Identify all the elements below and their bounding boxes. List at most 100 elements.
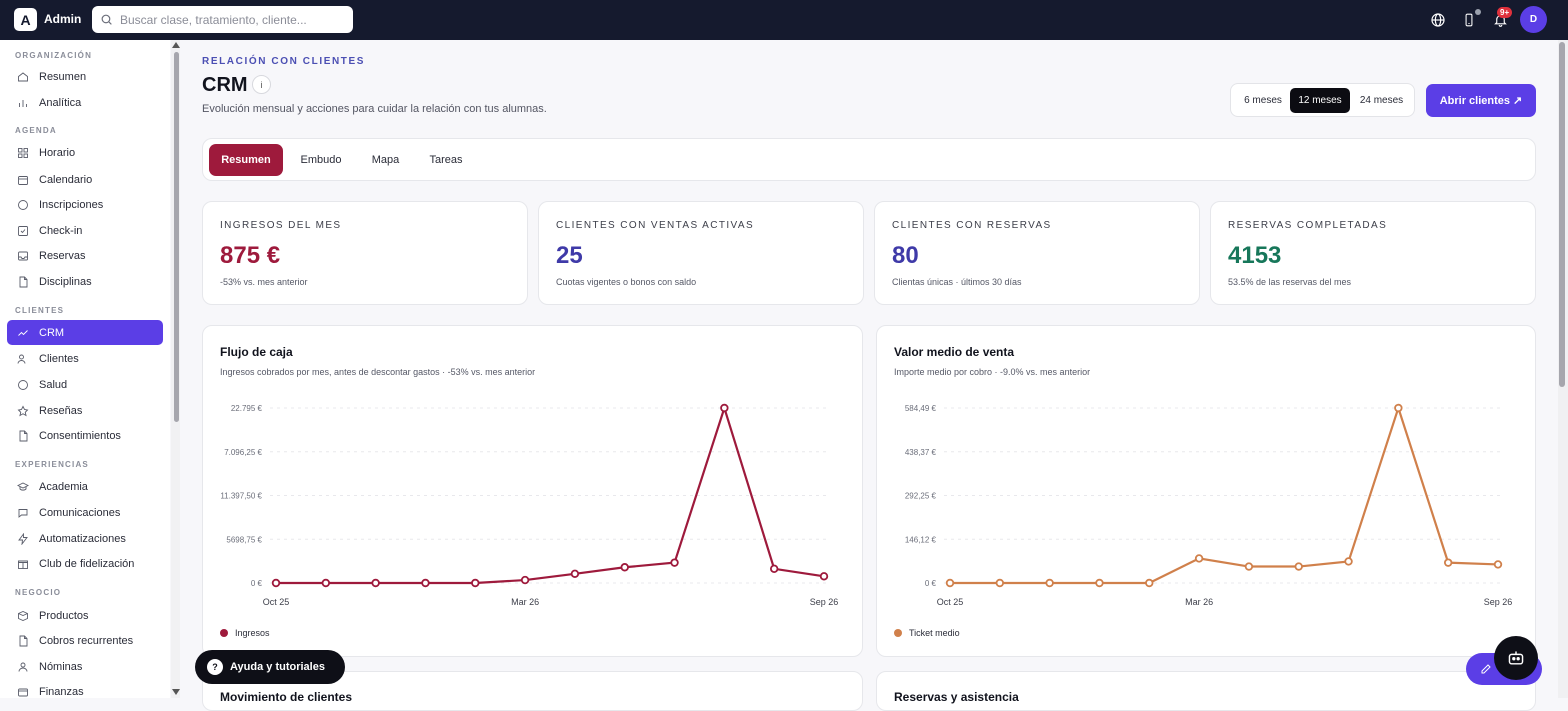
sidebar-item-cobros-recurrentes[interactable]: Cobros recurrentes bbox=[7, 628, 163, 653]
sidebar-item-productos[interactable]: Productos bbox=[7, 603, 163, 628]
kpi-note: Cuotas vigentes o bonos con saldo bbox=[556, 277, 697, 287]
data-point[interactable] bbox=[1443, 558, 1453, 567]
sidebar-item-label: Clientes bbox=[39, 352, 79, 365]
chart-title: Flujo de caja bbox=[220, 345, 293, 359]
data-point[interactable] bbox=[1194, 554, 1204, 563]
range-24-months[interactable]: 24 meses bbox=[1359, 95, 1404, 106]
help-button[interactable]: ? Ayuda y tutoriales bbox=[195, 650, 345, 684]
data-point[interactable] bbox=[471, 578, 480, 588]
sidebar-item-comunicaciones[interactable]: Comunicaciones bbox=[7, 500, 163, 525]
bar-chart-icon bbox=[19, 99, 27, 107]
sidebar-item-reservas[interactable]: Reservas bbox=[7, 243, 163, 268]
sidebar-item-calendario[interactable]: Calendario bbox=[7, 167, 163, 192]
data-point[interactable] bbox=[271, 578, 281, 588]
search-box[interactable] bbox=[92, 6, 353, 33]
x-tick-label: Sep 26 bbox=[1484, 597, 1513, 607]
gift-icon bbox=[18, 560, 28, 569]
scroll-up-icon[interactable] bbox=[172, 42, 180, 48]
kpi-value: 25 bbox=[556, 242, 583, 269]
data-point[interactable] bbox=[1294, 562, 1303, 571]
sidebar: ORGANIZACIÓN Resumen Analítica AGENDA Horari… bbox=[0, 40, 170, 698]
sidebar-item-horario[interactable]: Horario bbox=[7, 140, 163, 165]
sidebar-item-consentimientos[interactable]: Consentimientos bbox=[7, 423, 163, 448]
calendar-icon bbox=[18, 175, 28, 185]
sidebar-item-inscripciones[interactable]: Inscripciones bbox=[7, 192, 163, 217]
sidebar-section-label: EXPERIENCIAS bbox=[15, 460, 89, 469]
globe-icon[interactable] bbox=[1429, 11, 1447, 29]
sidebar-item-label: Resumen bbox=[39, 70, 87, 83]
sidebar-item-resumen[interactable]: Resumen bbox=[7, 64, 163, 89]
data-point[interactable] bbox=[1493, 560, 1503, 569]
app-logo[interactable]: A bbox=[14, 8, 37, 31]
data-point[interactable] bbox=[321, 578, 331, 588]
kpi-card-ventas-activas: CLIENTES CON VENTAS ACTIVAS 25 Cuotas vi… bbox=[538, 201, 864, 305]
data-point[interactable] bbox=[769, 564, 779, 573]
data-point[interactable] bbox=[670, 558, 679, 567]
sidebar-item-disciplinas[interactable]: Disciplinas bbox=[7, 269, 163, 294]
avatar[interactable]: D bbox=[1520, 6, 1547, 33]
grid-icon bbox=[18, 147, 28, 158]
sidebar-item-label: Academia bbox=[39, 480, 88, 493]
data-point[interactable] bbox=[1145, 578, 1154, 588]
sidebar-item-label: Check-in bbox=[39, 224, 83, 237]
range-12-months[interactable]: 12 meses bbox=[1290, 88, 1350, 113]
sidebar-item-salud[interactable]: Salud bbox=[7, 372, 163, 397]
data-point[interactable] bbox=[819, 572, 829, 581]
sidebar-item-club-de-fidelización[interactable]: Club de fidelización bbox=[7, 551, 163, 576]
data-point[interactable] bbox=[1045, 578, 1054, 588]
data-point[interactable] bbox=[371, 578, 380, 588]
data-point[interactable] bbox=[570, 569, 580, 578]
open-clients-button[interactable]: Abrir clientes ↗ bbox=[1426, 84, 1536, 117]
file-icon bbox=[19, 635, 28, 646]
data-point[interactable] bbox=[1095, 578, 1104, 588]
sidebar-item-label: Finanzas bbox=[39, 685, 84, 698]
page-scroll-thumb[interactable] bbox=[1559, 42, 1565, 387]
range-selector: 6 meses 12 meses 24 meses bbox=[1230, 83, 1415, 117]
sidebar-item-crm[interactable]: CRM bbox=[7, 320, 163, 345]
edit-icon bbox=[1481, 664, 1491, 674]
sidebar-item-clientes[interactable]: Clientes bbox=[7, 346, 163, 371]
sidebar-item-analítica[interactable]: Analítica bbox=[7, 90, 163, 115]
sidebar-item-label: Disciplinas bbox=[39, 275, 92, 288]
tab-tareas[interactable]: Tareas bbox=[429, 154, 463, 166]
sidebar-item-label: Salud bbox=[39, 378, 68, 391]
assistant-bot-button[interactable] bbox=[1494, 636, 1538, 680]
wallet-icon bbox=[18, 688, 28, 696]
data-point[interactable] bbox=[995, 578, 1005, 588]
help-label: Ayuda y tutoriales bbox=[230, 661, 325, 673]
data-point[interactable] bbox=[1344, 557, 1353, 566]
kpi-label: CLIENTES CON VENTAS ACTIVAS bbox=[556, 220, 755, 231]
sidebar-section-label: AGENDA bbox=[15, 126, 57, 135]
file-icon bbox=[19, 430, 28, 441]
sidebar-scroll-thumb[interactable] bbox=[174, 52, 179, 422]
data-point[interactable] bbox=[1244, 562, 1254, 571]
phone-icon[interactable] bbox=[1460, 11, 1478, 29]
search-input[interactable] bbox=[120, 12, 340, 27]
data-point[interactable] bbox=[720, 403, 729, 413]
tab-mapa[interactable]: Mapa bbox=[371, 154, 400, 166]
sidebar-item-automatizaciones[interactable]: Automatizaciones bbox=[7, 526, 163, 551]
data-point[interactable] bbox=[620, 563, 629, 572]
scroll-down-icon[interactable] bbox=[172, 689, 180, 695]
sidebar-item-reseñas[interactable]: Reseñas bbox=[7, 398, 163, 423]
sidebar-item-check-in[interactable]: Check-in bbox=[7, 218, 163, 243]
info-button[interactable]: i bbox=[252, 75, 271, 94]
data-point[interactable] bbox=[421, 578, 430, 588]
tab-resumen[interactable]: Resumen bbox=[209, 144, 283, 176]
sidebar-item-nóminas[interactable]: Nóminas bbox=[7, 654, 163, 679]
sidebar-item-label: Club de fidelización bbox=[39, 557, 135, 570]
series-line bbox=[276, 404, 825, 585]
sidebar-item-label: CRM bbox=[39, 326, 65, 339]
x-tick-label: Sep 26 bbox=[810, 597, 839, 607]
data-point[interactable] bbox=[520, 575, 530, 585]
kpi-value: 4153 bbox=[1228, 242, 1282, 269]
data-point[interactable] bbox=[1394, 403, 1403, 413]
sidebar-item-finanzas[interactable]: Finanzas bbox=[7, 679, 163, 698]
range-6-months[interactable]: 6 meses bbox=[1244, 95, 1282, 106]
card-title: Reservas y asistencia bbox=[894, 690, 1019, 704]
sidebar-item-academia[interactable]: Academia bbox=[7, 474, 163, 499]
tab-embudo[interactable]: Embudo bbox=[300, 154, 342, 166]
sidebar-item-label: Consentimientos bbox=[39, 429, 121, 442]
data-point[interactable] bbox=[945, 578, 955, 588]
trend-icon bbox=[18, 329, 28, 336]
